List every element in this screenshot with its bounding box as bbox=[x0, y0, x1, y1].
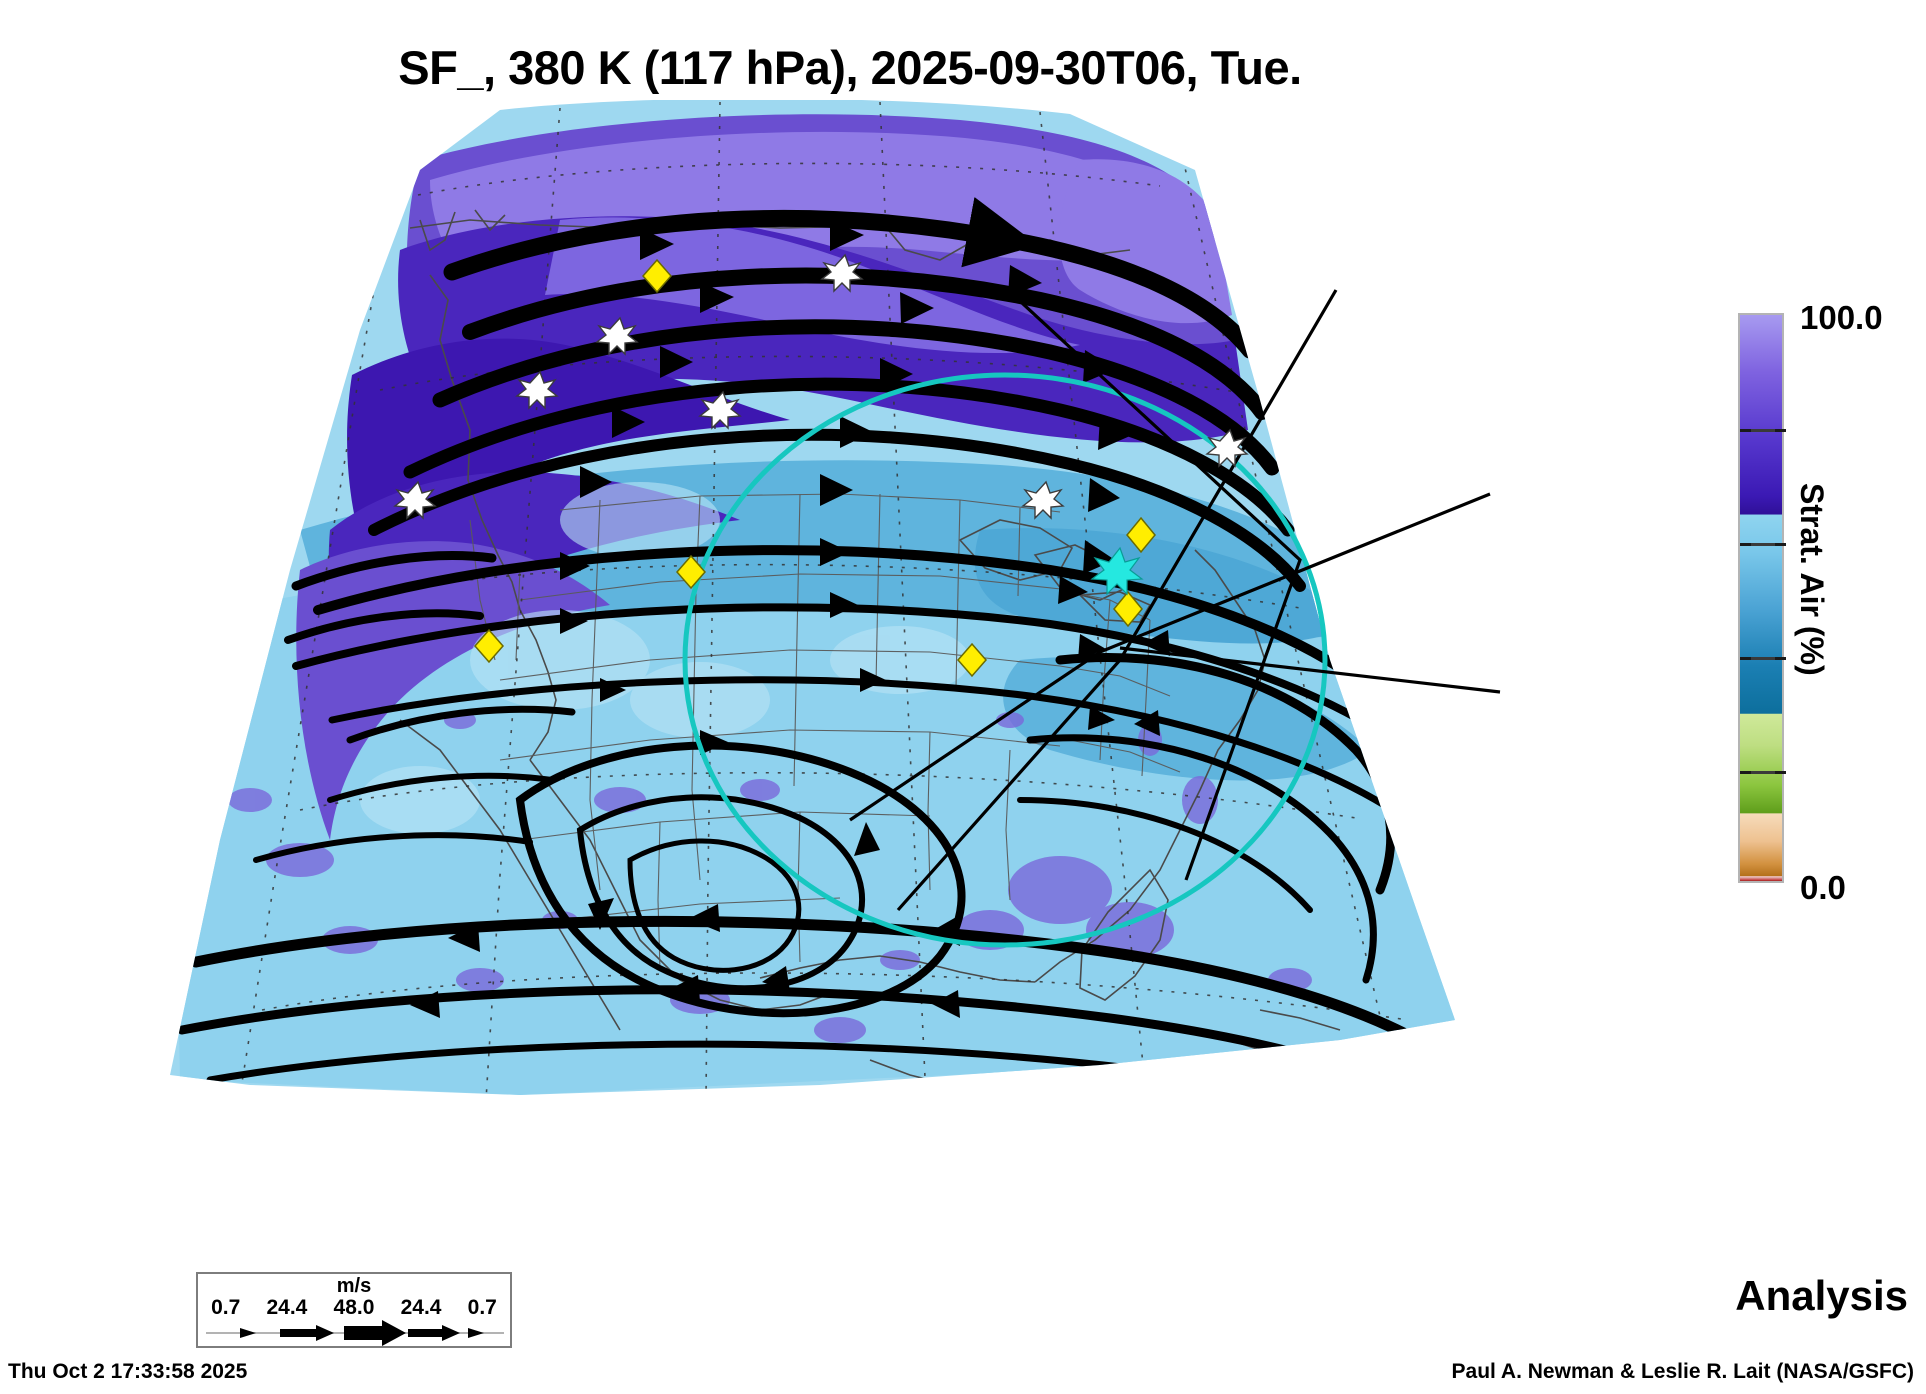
wind-legend-values: 0.7 24.4 48.0 24.4 0.7 bbox=[198, 1296, 510, 1320]
colorbar-max-label: 100.0 bbox=[1800, 299, 1883, 336]
wind-legend-value-4: 0.7 bbox=[467, 1296, 497, 1319]
wind-legend-value-0: 0.7 bbox=[211, 1296, 241, 1319]
colorbar-tick-60 bbox=[1740, 543, 1786, 546]
wind-legend-value-1: 24.4 bbox=[266, 1296, 308, 1319]
launch-site-star-icon[interactable] bbox=[1090, 546, 1144, 596]
wind-legend-units: m/s bbox=[336, 1275, 372, 1297]
wind-legend-value-3: 24.4 bbox=[400, 1296, 442, 1319]
colorbar-tick-20 bbox=[1740, 771, 1786, 774]
wind-legend-value-2: 48.0 bbox=[333, 1296, 375, 1319]
author-credit: Paul A. Newman & Leslie R. Lait (NASA/GS… bbox=[1451, 1360, 1914, 1383]
map-panel[interactable] bbox=[0, 100, 1620, 1260]
wind-speed-legend: m/s 0.7 24.4 48.0 24.4 0.7 bbox=[196, 1272, 512, 1348]
page-title: SF_, 380 K (117 hPa), 2025-09-30T06, Tue… bbox=[398, 41, 1302, 94]
analysis-label: Analysis bbox=[1735, 1272, 1908, 1319]
colorbar: 100.0 0.0 Strat. Air (%) bbox=[1738, 299, 1918, 906]
colorbar-tick-80 bbox=[1740, 429, 1786, 432]
yellow-diamond-marker[interactable] bbox=[474, 258, 1156, 678]
wind-legend-arrow-glyphs bbox=[206, 1320, 504, 1346]
site-markers[interactable] bbox=[393, 253, 1249, 678]
generation-timestamp: Thu Oct 2 17:33:58 2025 bbox=[8, 1360, 248, 1383]
white-star-marker[interactable] bbox=[393, 253, 1249, 520]
colorbar-min-label: 0.0 bbox=[1800, 869, 1846, 906]
flight-track-lines bbox=[849, 288, 1501, 912]
colorbar-gradient bbox=[1738, 313, 1786, 883]
range-circle bbox=[682, 372, 1328, 948]
colorbar-axis-label: Strat. Air (%) bbox=[1794, 483, 1830, 676]
colorbar-tick-40 bbox=[1740, 657, 1786, 660]
